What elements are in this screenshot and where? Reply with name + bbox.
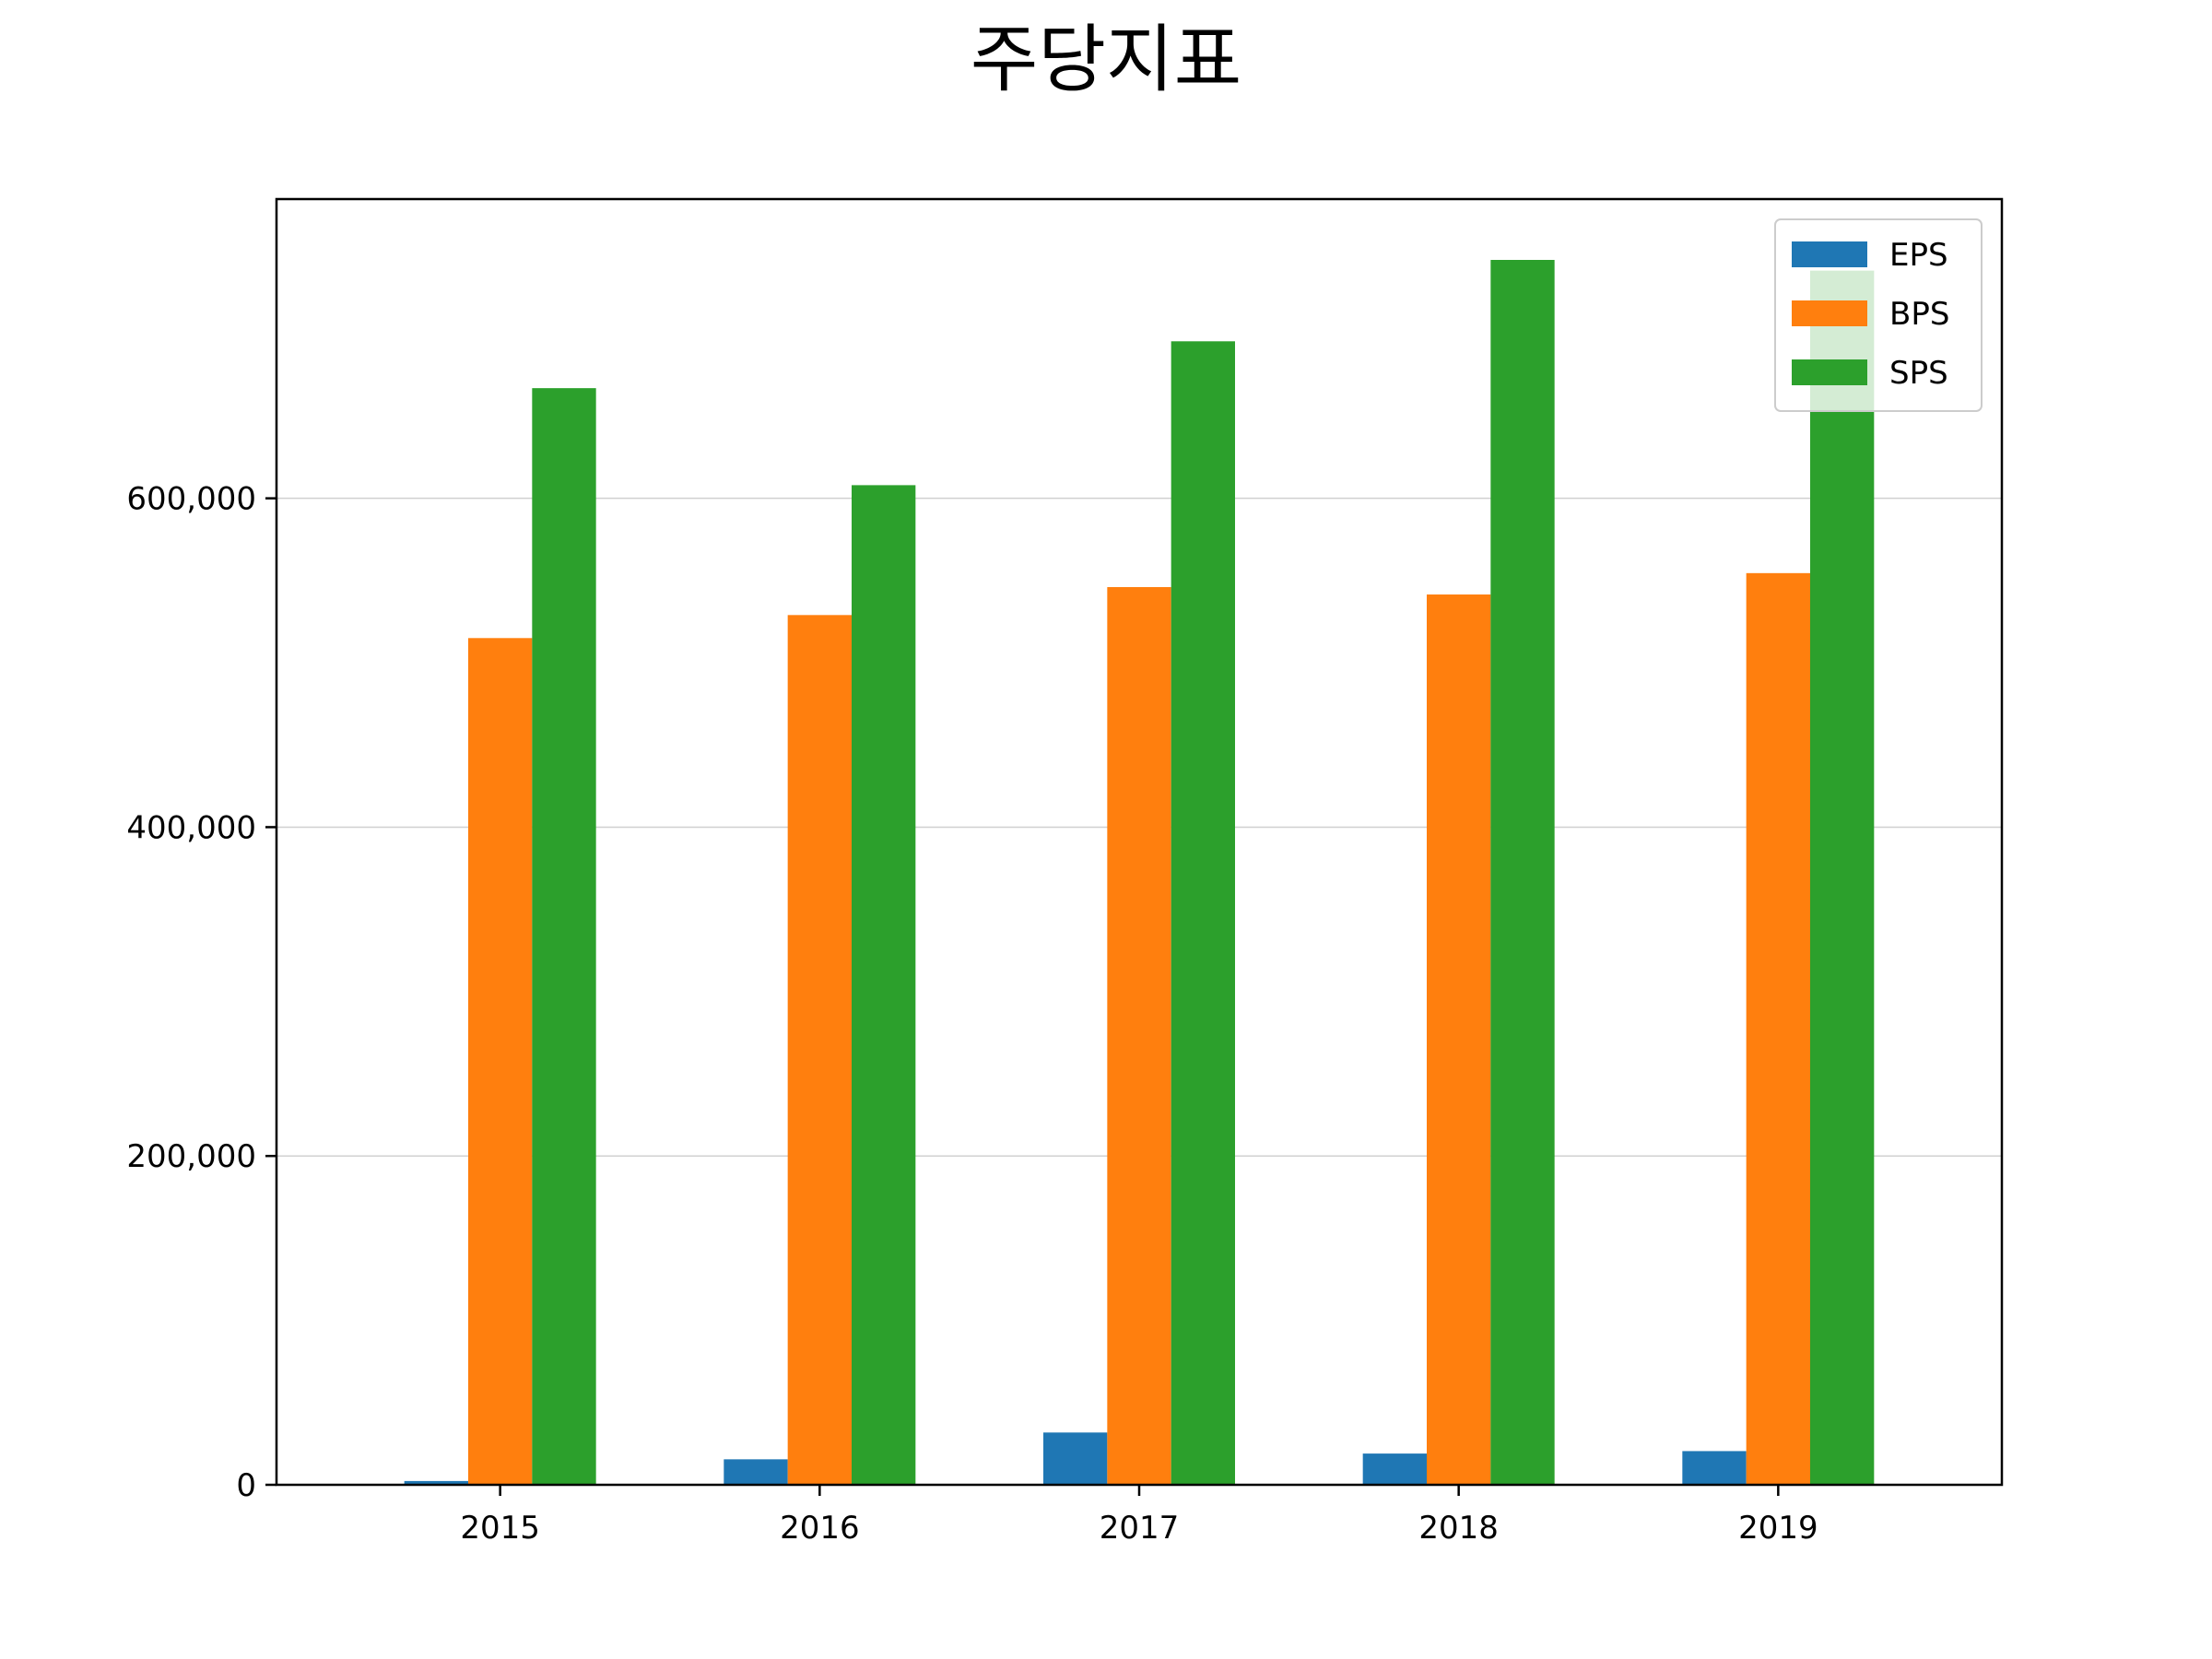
bar-sps-2016 [852, 485, 916, 1485]
y-axis: 0 200,000 400,000 600,000 [126, 481, 276, 1504]
bar-sps-2019 [1810, 270, 1875, 1485]
bar-eps-2019 [1682, 1451, 1747, 1485]
legend-label-eps: EPS [1889, 237, 1948, 274]
legend-swatch-sps [1792, 359, 1867, 385]
bar-sps-2015 [532, 388, 596, 1485]
legend-label-bps: BPS [1889, 296, 1949, 333]
bar-sps-2018 [1490, 260, 1555, 1485]
x-axis: 2015 2016 2017 2018 2019 [460, 1485, 1818, 1547]
bar-bps-2015 [468, 638, 533, 1485]
bar-bps-2017 [1107, 586, 1171, 1485]
legend-swatch-bps [1792, 300, 1867, 326]
legend: EPS BPS SPS [1774, 218, 1983, 412]
x-tick-label: 2015 [460, 1510, 540, 1547]
bar-eps-2018 [1362, 1453, 1427, 1485]
y-tick-label: 0 [236, 1467, 256, 1504]
chart-title: 주당지표 [971, 17, 1241, 102]
legend-swatch-eps [1792, 241, 1867, 267]
bar-bps-2018 [1427, 594, 1491, 1485]
bar-eps-2016 [724, 1459, 788, 1485]
bar-sps-2017 [1171, 341, 1235, 1485]
x-tick-label: 2018 [1418, 1510, 1499, 1547]
bar-bps-2019 [1746, 572, 1810, 1485]
legend-label-sps: SPS [1889, 355, 1948, 392]
y-tick-label: 600,000 [126, 481, 256, 518]
bars [404, 260, 1875, 1485]
y-tick-label: 200,000 [126, 1138, 256, 1175]
y-tick-label: 400,000 [126, 809, 256, 846]
bar-eps-2015 [404, 1480, 468, 1485]
x-tick-label: 2019 [1738, 1510, 1818, 1547]
x-tick-label: 2016 [780, 1510, 860, 1547]
x-tick-label: 2017 [1100, 1510, 1180, 1547]
bar-bps-2016 [787, 615, 852, 1485]
bar-eps-2017 [1043, 1432, 1108, 1485]
